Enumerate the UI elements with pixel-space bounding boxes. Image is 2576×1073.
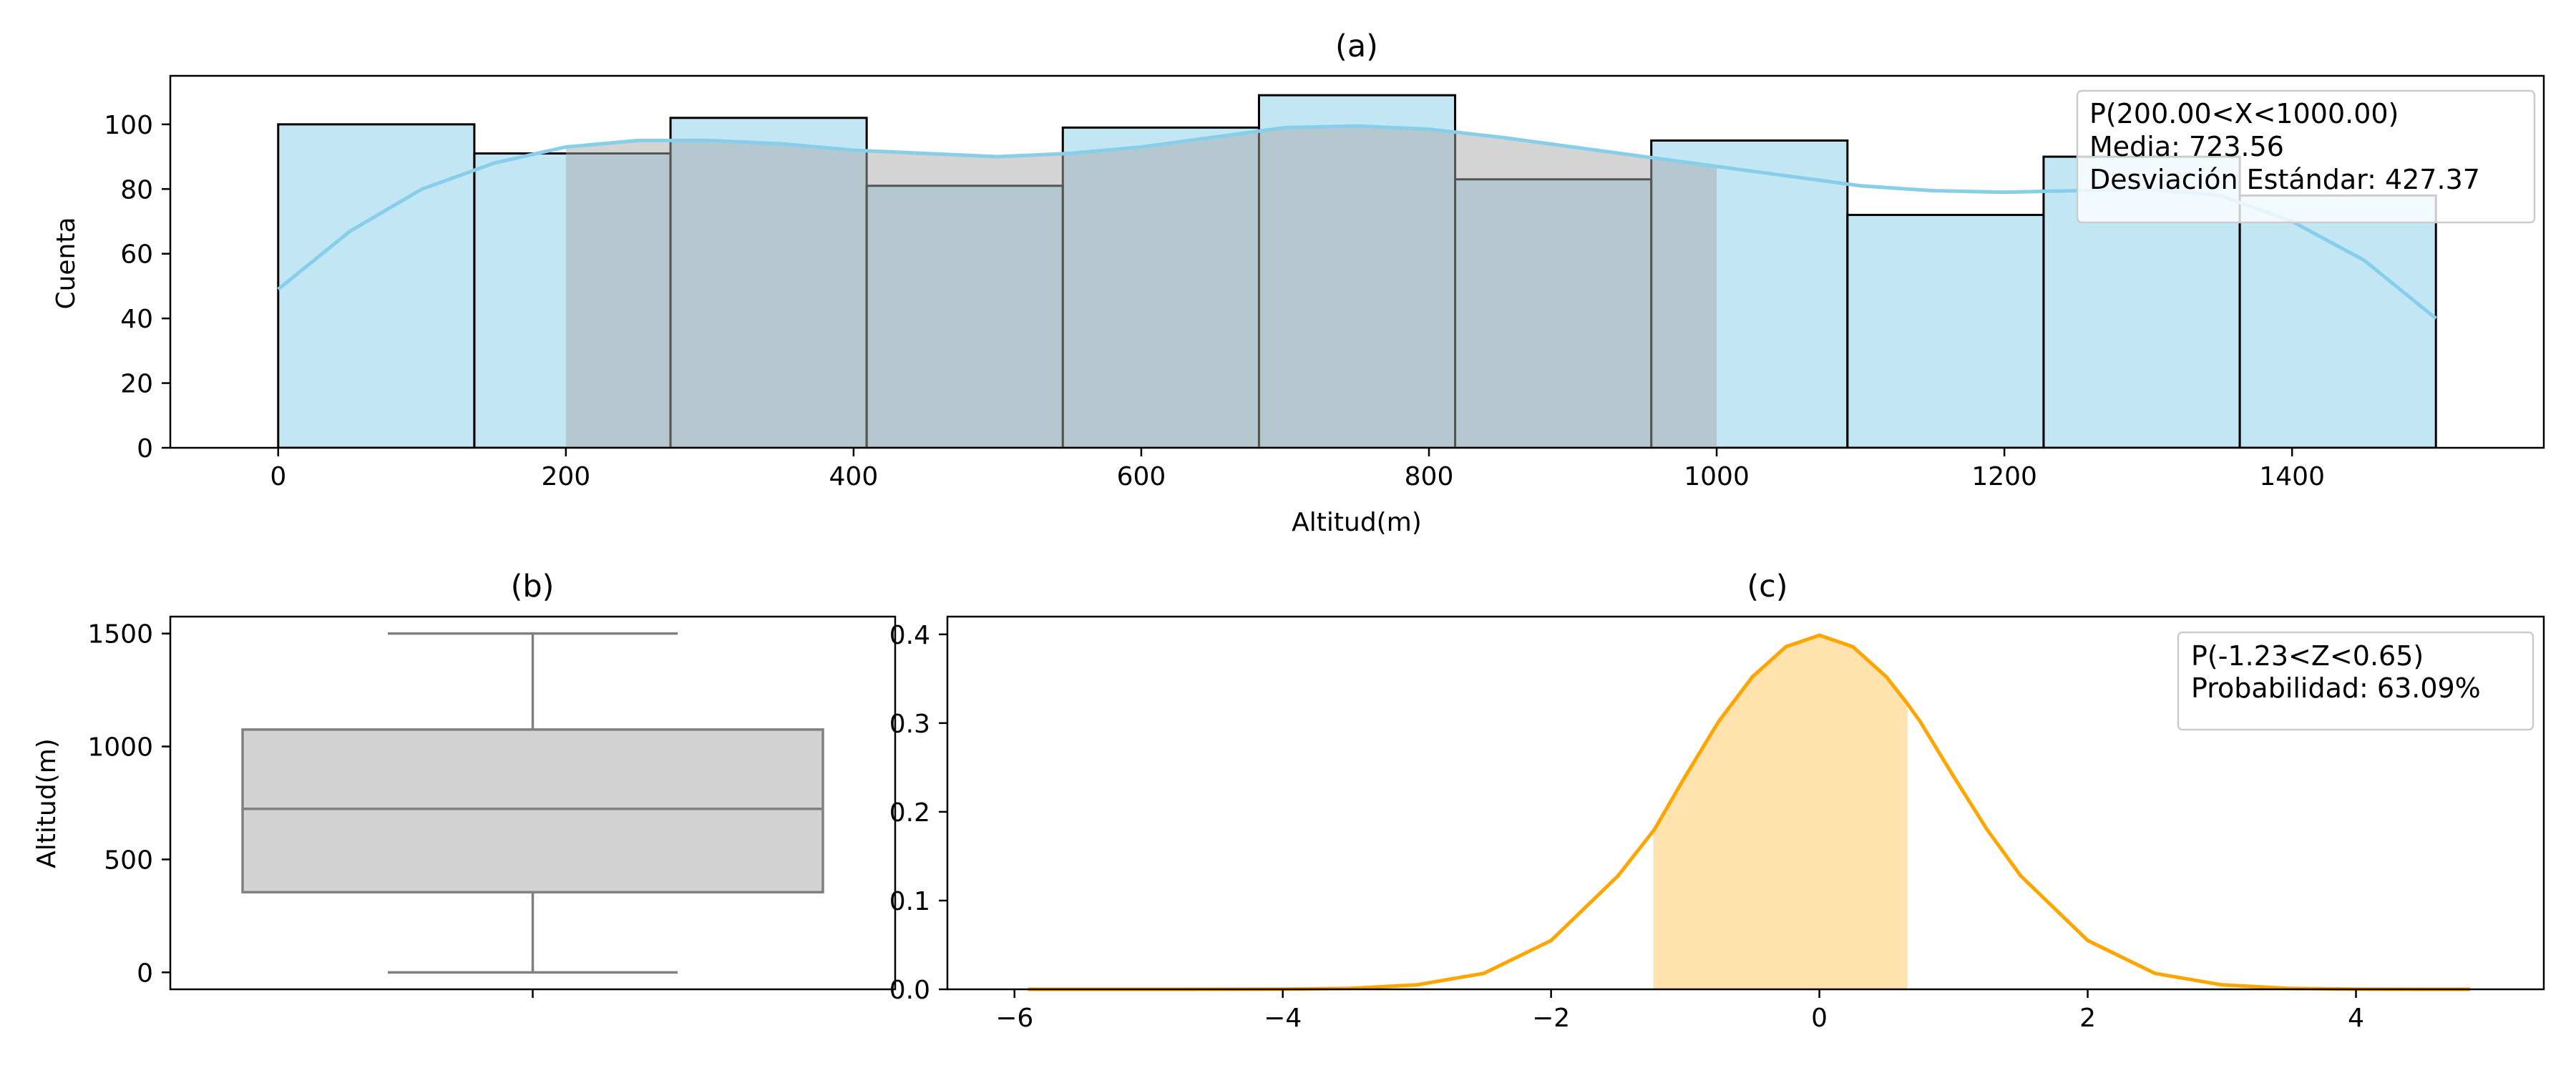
density-legend: P(-1.23<Z<0.65)Probabilidad: 63.09% [2177,631,2534,731]
histogram-kde-line [277,124,2437,320]
histogram-shaded-area [565,126,1717,448]
histogram-bar [2238,194,2437,448]
histogram-x-tick-label: 800 [1405,462,1454,491]
histogram-bar [1846,213,2045,448]
histogram-x-tick-label: 400 [829,462,879,491]
boxplot-y-tick-label: 1000 [87,733,153,763]
boxplot-y-tick-label: 500 [104,846,153,875]
histogram-bar [277,123,476,448]
density-legend-line: Probabilidad: 63.09% [2191,672,2481,704]
histogram-title: (a) [1335,29,1378,64]
histogram-x-axis-label: Altitud(m) [1292,508,1422,537]
density-y-ticks: 0.0 0.1 0.2 0.3 0.4 [889,621,947,1005]
boxplot-y-axis-label: Altitud(m) [32,738,62,868]
boxplot-y-tick-label: 0 [137,959,153,988]
boxplot-body [241,632,824,974]
density-x-tick-label: 4 [2348,1004,2364,1033]
histogram-x-ticks: 0 200 400 600 800 1000 1200 1400 [270,448,2325,491]
histogram-x-tick-label: 0 [270,462,286,491]
boxplot-box [241,728,824,893]
histogram-y-ticks: 0 20 40 60 80 100 [104,111,170,464]
density-curve [1028,633,2470,991]
histogram-y-tick-label: 20 [120,370,153,399]
boxplot-title: (b) [511,569,555,604]
histogram-legend-line: Desviación Estándar: 427.37 [2089,164,2480,195]
density-legend-box [2177,631,2534,731]
histogram-y-tick-label: 60 [120,240,153,270]
histogram-y-axis-label: Cuenta [52,217,81,309]
histogram-y-tick-label: 0 [137,434,153,464]
density-x-tick-label: 0 [1811,1004,1828,1033]
histogram-axes-frame [169,74,2545,449]
histogram-legend: P(200.00<X<1000.00)Media: 723.56Desviaci… [2076,89,2536,224]
histogram-x-tick-label: 600 [1117,462,1166,491]
boxplot-y-tick-label: 1500 [87,620,153,650]
density-y-tick-label: 0.4 [889,621,930,650]
density-title: (c) [1747,569,1787,604]
boxplot-y-ticks: 0 500 1000 1500 [87,620,170,988]
density-y-tick-label: 0.3 [889,710,930,739]
density-y-tick-label: 0.2 [889,798,930,828]
histogram-x-tick-label: 1400 [2259,462,2325,491]
boxplot-panel: (b) Altitud(m) 0 500 1000 1500 [32,569,897,998]
density-x-tick-label: −4 [1264,1004,1302,1033]
density-axes-frame [946,615,2545,991]
histogram-legend-line: P(200.00<X<1000.00) [2089,98,2399,129]
density-x-ticks: −6 −4 −2 0 2 4 [995,989,2364,1033]
histogram-x-tick-label: 1000 [1684,462,1750,491]
histogram-y-tick-label: 40 [120,305,153,334]
density-x-tick-label: −6 [995,1004,1033,1033]
density-legend-line: P(-1.23<Z<0.65) [2191,640,2424,672]
density-panel: (c) −6 −4 −2 0 2 4 0.0 0.1 0.2 0.3 0.4 P(-1.23<Z<0.… [889,569,2545,1033]
density-y-tick-label: 0.1 [889,887,930,916]
density-x-tick-label: −2 [1532,1004,1570,1033]
histogram-x-tick-label: 1200 [1971,462,2037,491]
histogram-y-tick-label: 100 [104,111,153,140]
density-y-tick-label: 0.0 [889,976,930,1005]
histogram-y-tick-label: 80 [120,175,153,205]
histogram-x-tick-label: 200 [541,462,590,491]
histogram-legend-box [2076,89,2536,224]
density-x-tick-label: 2 [2079,1004,2096,1033]
histogram-panel: (a) Altitud(m) Cuenta 0 200 400 600 800 1000 1… [52,29,2545,537]
histogram-legend-line: Media: 723.56 [2089,131,2284,162]
